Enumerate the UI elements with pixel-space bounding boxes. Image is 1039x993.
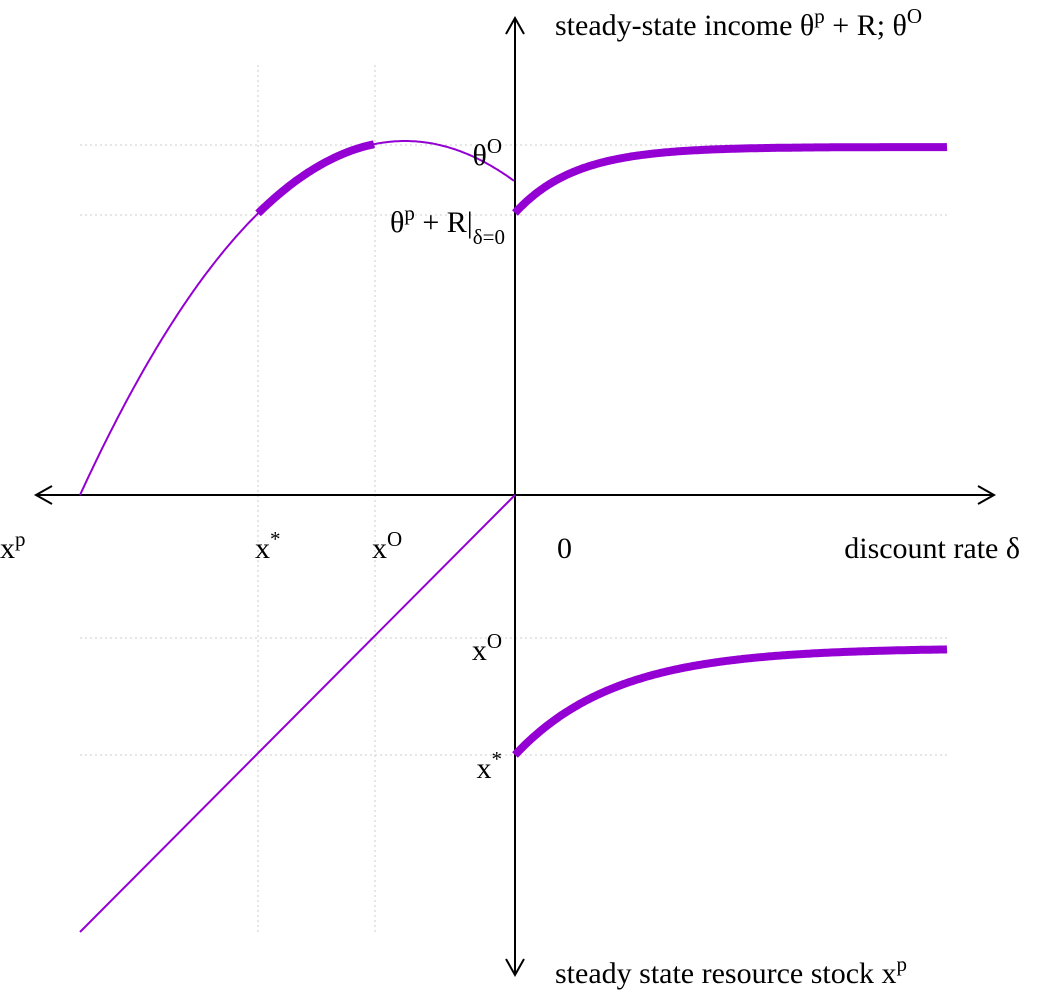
- label: x*: [255, 527, 281, 565]
- arrow: [505, 958, 525, 978]
- label-part: δ=0: [473, 225, 505, 249]
- label-part: p: [814, 4, 825, 28]
- income-curve-highlight: [255, 140, 375, 217]
- curves: [79, 140, 948, 933]
- label: steady-state income θp + R; θO: [555, 4, 922, 42]
- label-part: steady-state income θ: [555, 9, 814, 42]
- label: xO: [472, 629, 502, 667]
- label: xO: [372, 527, 402, 565]
- label: steady state resource stock xp: [555, 952, 907, 990]
- label-part: p: [15, 527, 26, 551]
- label: discount rate δ: [844, 532, 1020, 565]
- label: xp: [0, 527, 26, 565]
- arrow: [505, 15, 525, 35]
- income-curve-positive: [512, 143, 948, 216]
- label-part: O: [487, 629, 502, 653]
- label-part: p: [404, 201, 415, 225]
- label-part: x: [372, 532, 387, 565]
- label: x*: [477, 747, 503, 785]
- stock-curve-positive: [512, 645, 948, 758]
- label-part: x: [0, 532, 15, 565]
- label-part: + R; θ: [825, 9, 907, 42]
- income-curve: [79, 140, 515, 496]
- label-part: O: [387, 527, 402, 551]
- label-part: x: [255, 532, 270, 565]
- label-part: *: [270, 527, 281, 551]
- label: θp + R|δ=0: [390, 201, 505, 249]
- label-part: 0: [557, 532, 572, 565]
- label-part: x: [477, 752, 492, 785]
- label-part: discount rate δ: [844, 532, 1020, 565]
- label: 0: [557, 532, 572, 565]
- label-part: O: [487, 134, 502, 158]
- label-part: O: [907, 4, 922, 28]
- label: θO: [472, 134, 502, 172]
- label-part: x: [472, 634, 487, 667]
- label-part: + R|: [415, 206, 473, 239]
- arrow: [977, 485, 997, 505]
- arrow: [33, 485, 53, 505]
- label-part: *: [492, 747, 503, 771]
- label-part: θ: [390, 206, 404, 239]
- stock-line: [79, 494, 516, 933]
- label-part: steady state resource stock x: [555, 957, 897, 990]
- label-part: θ: [472, 139, 486, 172]
- label-part: p: [897, 952, 908, 976]
